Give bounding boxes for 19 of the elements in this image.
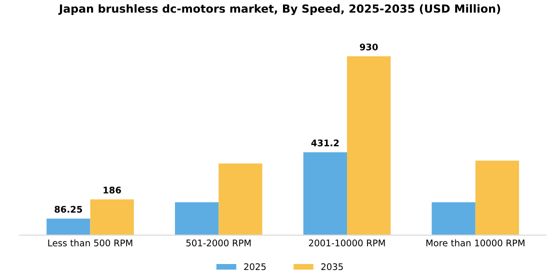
chart-title: Japan brushless dc-motors market, By Speed, 2025-2035 (USD Million) xyxy=(58,4,500,16)
bar xyxy=(303,152,347,236)
bar xyxy=(218,163,262,236)
x-tick-label: More than 10000 RPM xyxy=(426,239,524,246)
data-label: 86.25 xyxy=(54,206,82,213)
bar xyxy=(174,202,219,236)
x-tick-label: 2001-10000 RPM xyxy=(308,240,385,246)
x-tick-label: Less than 500 RPM xyxy=(48,239,132,246)
legend-label: 2035 xyxy=(321,263,343,270)
bar xyxy=(475,160,520,236)
bar xyxy=(346,56,391,236)
data-label: 930 xyxy=(360,44,378,50)
legend-label: 2025 xyxy=(244,263,266,270)
data-label: 186 xyxy=(104,186,121,194)
data-label: 431.2 xyxy=(311,140,339,146)
x-tick-label: 501-2000 RPM xyxy=(186,240,251,246)
bar xyxy=(90,199,134,236)
bar xyxy=(432,202,476,236)
bar xyxy=(46,218,90,236)
